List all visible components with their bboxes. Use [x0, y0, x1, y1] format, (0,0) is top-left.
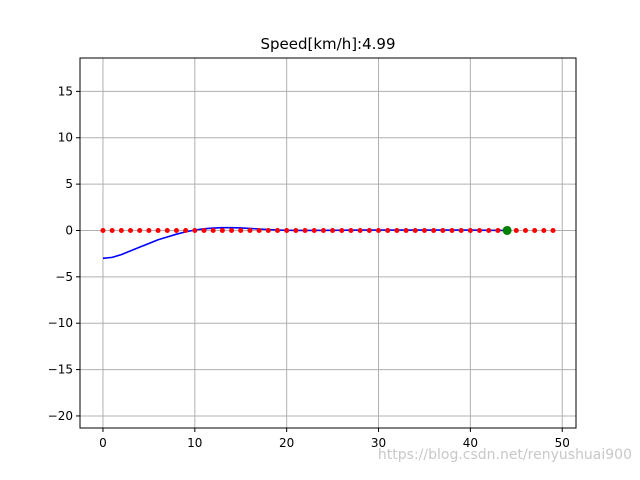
reference-point — [173, 227, 179, 233]
x-tick-label: 40 — [463, 436, 478, 450]
y-tick-label: −10 — [48, 316, 73, 330]
reference-point — [541, 227, 547, 233]
grid — [80, 58, 576, 428]
reference-point — [192, 227, 198, 233]
reference-point — [421, 227, 427, 233]
plot-frame — [79, 57, 577, 429]
y-tick-label: 5 — [65, 177, 73, 191]
y-tick-label: 10 — [58, 131, 73, 145]
reference-point — [201, 227, 207, 233]
y-tick-label: −20 — [48, 409, 73, 423]
reference-point — [109, 227, 115, 233]
reference-point — [256, 227, 262, 233]
reference-point — [486, 227, 492, 233]
reference-point — [495, 227, 501, 233]
reference-point — [357, 227, 363, 233]
reference-point — [320, 227, 326, 233]
reference-point — [376, 227, 382, 233]
x-tick-label: 10 — [187, 436, 202, 450]
reference-point — [265, 227, 271, 233]
watermark: https://blog.csdn.net/renyushuai900 — [377, 447, 632, 463]
reference-point — [467, 227, 473, 233]
x-tick-label: 20 — [279, 436, 294, 450]
reference-point — [164, 227, 170, 233]
reference-point — [412, 227, 418, 233]
series-layer — [100, 225, 556, 260]
reference-point — [385, 227, 391, 233]
reference-point — [128, 227, 134, 233]
reference-point — [532, 227, 538, 233]
reference-point — [100, 227, 106, 233]
reference-point — [118, 227, 124, 233]
reference-point — [219, 227, 225, 233]
reference-point — [210, 227, 216, 233]
reference-point — [137, 227, 143, 233]
reference-point — [477, 227, 483, 233]
reference-point — [440, 227, 446, 233]
trajectory-line — [102, 226, 508, 260]
reference-point — [247, 227, 253, 233]
reference-point — [348, 227, 354, 233]
y-tick-label: −5 — [55, 270, 73, 284]
reference-point — [550, 227, 556, 233]
reference-point — [183, 227, 189, 233]
reference-point — [449, 227, 455, 233]
y-tick-label: 0 — [65, 223, 73, 237]
y-tick-label: −15 — [48, 363, 73, 377]
y-tick-label: 15 — [58, 84, 73, 98]
reference-point — [229, 227, 235, 233]
reference-point — [366, 227, 372, 233]
target-marker — [502, 225, 512, 235]
reference-point — [302, 227, 308, 233]
reference-point — [513, 227, 519, 233]
reference-point — [522, 227, 528, 233]
reference-point — [311, 227, 317, 233]
reference-point — [330, 227, 336, 233]
reference-point — [284, 227, 290, 233]
reference-point — [155, 227, 161, 233]
reference-point — [146, 227, 152, 233]
reference-point — [238, 227, 244, 233]
reference-point — [274, 227, 280, 233]
chart-title: Speed[km/h]:4.99 — [260, 35, 395, 53]
reference-point — [293, 227, 299, 233]
reference-point — [458, 227, 464, 233]
reference-point — [339, 227, 345, 233]
x-tick-label: 30 — [371, 436, 386, 450]
reference-point — [403, 227, 409, 233]
x-tick-label: 50 — [555, 436, 570, 450]
reference-point — [394, 227, 400, 233]
x-tick-label: 0 — [99, 436, 107, 450]
reference-point — [431, 227, 437, 233]
